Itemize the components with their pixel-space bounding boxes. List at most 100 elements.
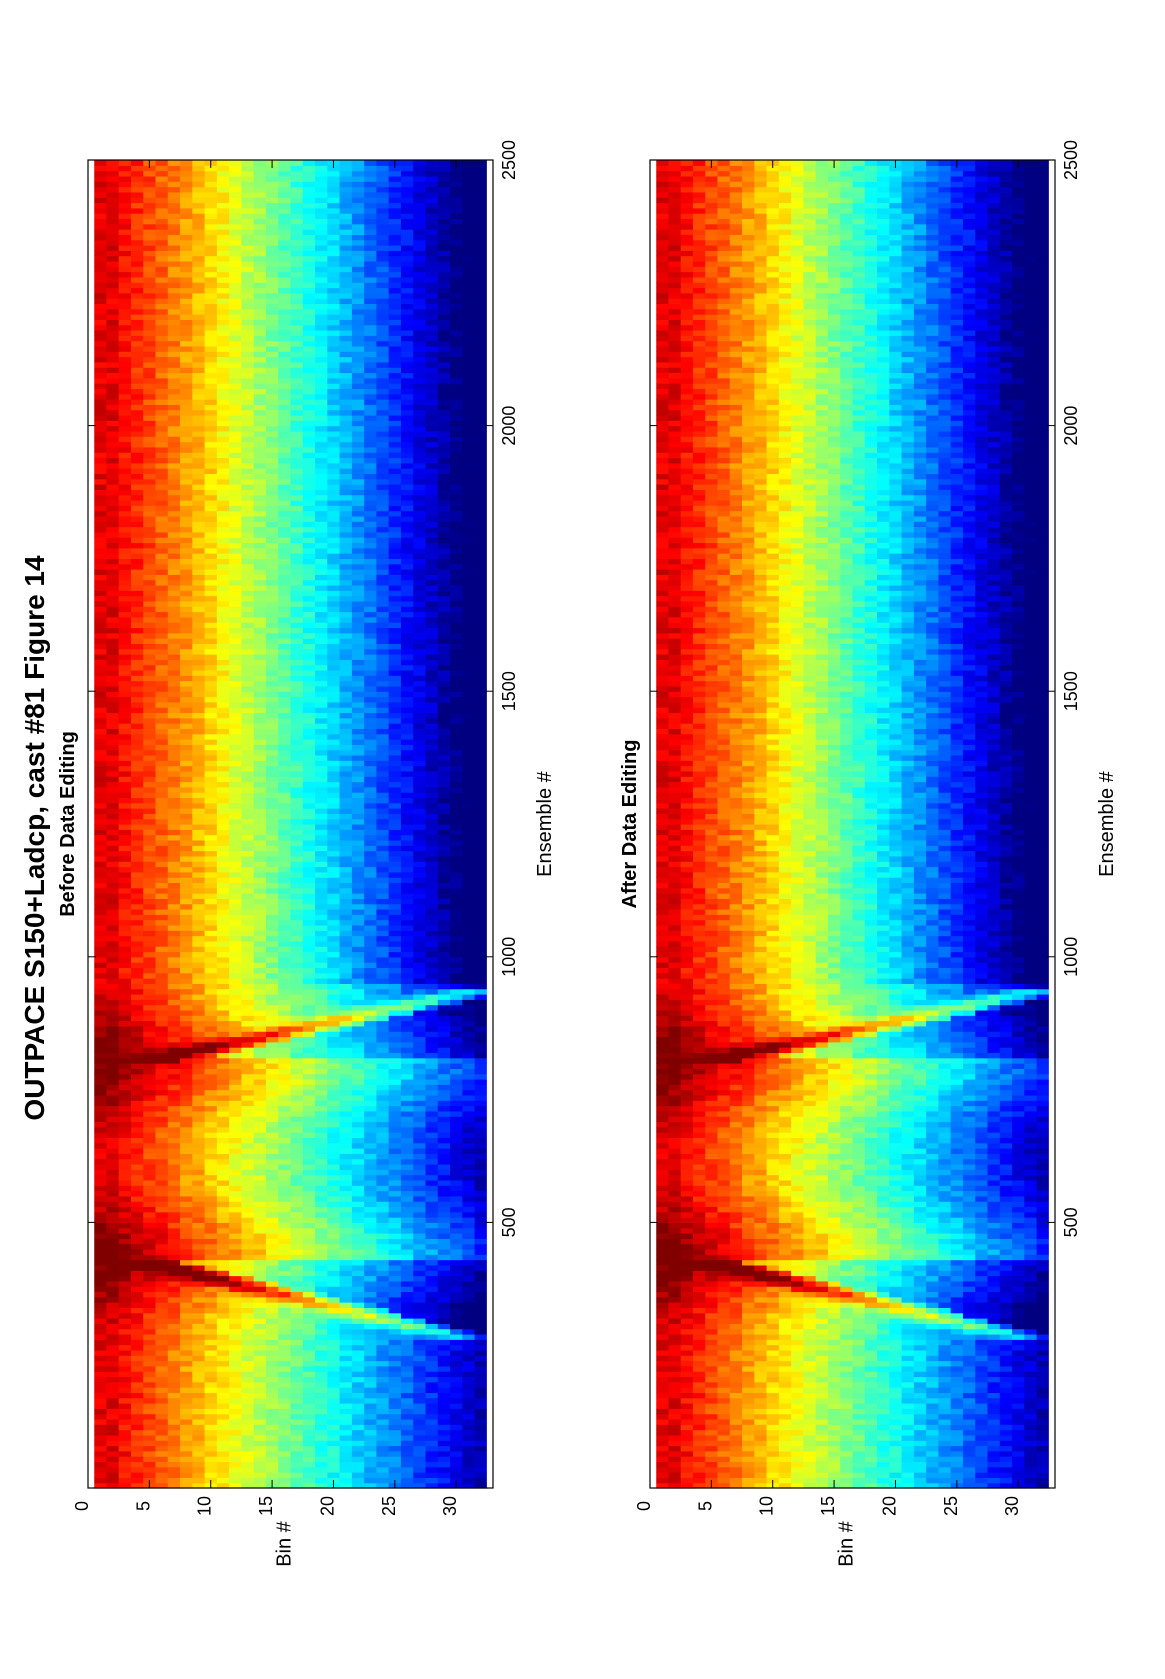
heatmap-cell	[413, 1381, 427, 1388]
heatmap-cell	[351, 749, 365, 756]
heatmap-cell	[376, 744, 390, 751]
heatmap-cell	[450, 1227, 463, 1234]
heatmap-cell	[376, 1105, 390, 1112]
heatmap-cell	[241, 1445, 255, 1452]
heatmap-cell	[253, 1397, 267, 1404]
heatmap-cell	[155, 1195, 169, 1202]
heatmap-cell	[290, 1025, 304, 1032]
heatmap-cell	[253, 1190, 267, 1197]
heatmap-cell	[130, 818, 144, 825]
heatmap-cell	[437, 701, 451, 708]
heatmap-cell	[364, 1126, 378, 1133]
heatmap-cell	[204, 855, 218, 862]
heatmap-cell	[143, 1100, 157, 1107]
heatmap-cells	[94, 160, 488, 1489]
heatmap-cell	[118, 786, 132, 793]
heatmap-cell	[290, 1360, 304, 1367]
heatmap-cell	[290, 946, 304, 953]
heatmap-cell	[450, 1063, 463, 1069]
heatmap-cell	[180, 1264, 193, 1271]
heatmap-cell	[400, 675, 414, 682]
heatmap-cell	[155, 1047, 169, 1054]
heatmap-cell	[413, 717, 427, 724]
heatmap-cell	[400, 749, 414, 756]
heatmap-cell	[278, 1174, 292, 1181]
heatmap-cell	[413, 733, 427, 740]
heatmap-cell	[130, 723, 144, 729]
heatmap-cell	[130, 956, 144, 963]
heatmap-cell	[376, 1429, 390, 1436]
heatmap-cell	[118, 1169, 132, 1176]
heatmap-cell	[265, 1333, 279, 1340]
heatmap-cell	[241, 1259, 255, 1266]
heatmap-cell	[192, 850, 206, 857]
heatmap-cell	[192, 1248, 206, 1255]
heatmap-cell	[94, 1264, 108, 1271]
heatmap-cell	[413, 776, 427, 783]
heatmap-cell	[302, 1057, 316, 1064]
heatmap-cell	[290, 728, 304, 735]
heatmap-cell	[143, 1429, 157, 1436]
heatmap-cell	[413, 1148, 427, 1154]
heatmap-cell	[339, 1137, 353, 1144]
heatmap-cell	[437, 935, 451, 942]
heatmap-cell	[437, 760, 451, 767]
heatmap-cell	[376, 691, 390, 698]
heatmap-cell	[180, 728, 193, 735]
heatmap-cell	[462, 701, 476, 708]
heatmap-cell	[327, 659, 341, 666]
heatmap-cell	[143, 723, 157, 729]
heatmap-cell	[376, 770, 390, 777]
heatmap-cell	[290, 1084, 304, 1091]
heatmap-cell	[216, 1286, 230, 1293]
heatmap-cell	[265, 707, 279, 714]
heatmap-cell	[143, 1440, 157, 1447]
heatmap-cell	[388, 1195, 402, 1202]
heatmap-cell	[425, 1174, 439, 1181]
heatmap-cell	[327, 978, 341, 984]
heatmap-cell	[192, 701, 206, 708]
heatmap-cell	[253, 813, 267, 820]
heatmap-cell	[192, 988, 206, 995]
heatmap-cell	[278, 792, 292, 799]
heatmap-cell	[253, 1291, 267, 1298]
heatmap-cell	[94, 1100, 108, 1107]
heatmap-cell	[425, 1190, 439, 1197]
heatmap-cell	[290, 919, 304, 926]
heatmap-cell	[388, 1094, 402, 1101]
heatmap-cell	[315, 802, 328, 809]
heatmap-cell	[462, 1073, 476, 1080]
heatmap-cell	[167, 1456, 181, 1463]
heatmap-cell	[450, 776, 463, 783]
heatmap-cell	[241, 659, 255, 666]
heatmap-cell	[315, 877, 328, 884]
heatmap-cell	[376, 1365, 390, 1372]
heatmap-cell	[474, 1063, 488, 1069]
heatmap-cell	[278, 951, 292, 958]
heatmap-cell	[413, 1158, 427, 1165]
heatmap-cell	[94, 1153, 108, 1160]
heatmap-cell	[388, 935, 402, 942]
heatmap-cell	[400, 1275, 414, 1282]
heatmap-cell	[253, 1047, 267, 1054]
heatmap-cell	[376, 1100, 390, 1107]
heatmap-cell	[241, 754, 255, 761]
heatmap-cell	[474, 1015, 488, 1022]
heatmap-cell	[302, 685, 316, 692]
heatmap-cell	[216, 1248, 230, 1255]
heatmap-cell	[204, 866, 218, 873]
heatmap-cell	[94, 701, 108, 708]
heatmap-cell	[265, 1163, 279, 1170]
heatmap-cell	[450, 1466, 463, 1473]
heatmap-cell	[290, 1089, 304, 1096]
heatmap-cell	[204, 834, 218, 841]
heatmap-cell	[204, 776, 218, 783]
heatmap-cell	[278, 1105, 292, 1112]
heatmap-cell	[425, 1222, 439, 1229]
heatmap-cell	[253, 776, 267, 783]
heatmap-cell	[302, 723, 316, 729]
heatmap-cell	[167, 749, 181, 756]
heatmap-cell	[229, 1424, 243, 1431]
heatmap-cell	[94, 1110, 108, 1117]
heatmap-cell	[339, 1408, 353, 1415]
